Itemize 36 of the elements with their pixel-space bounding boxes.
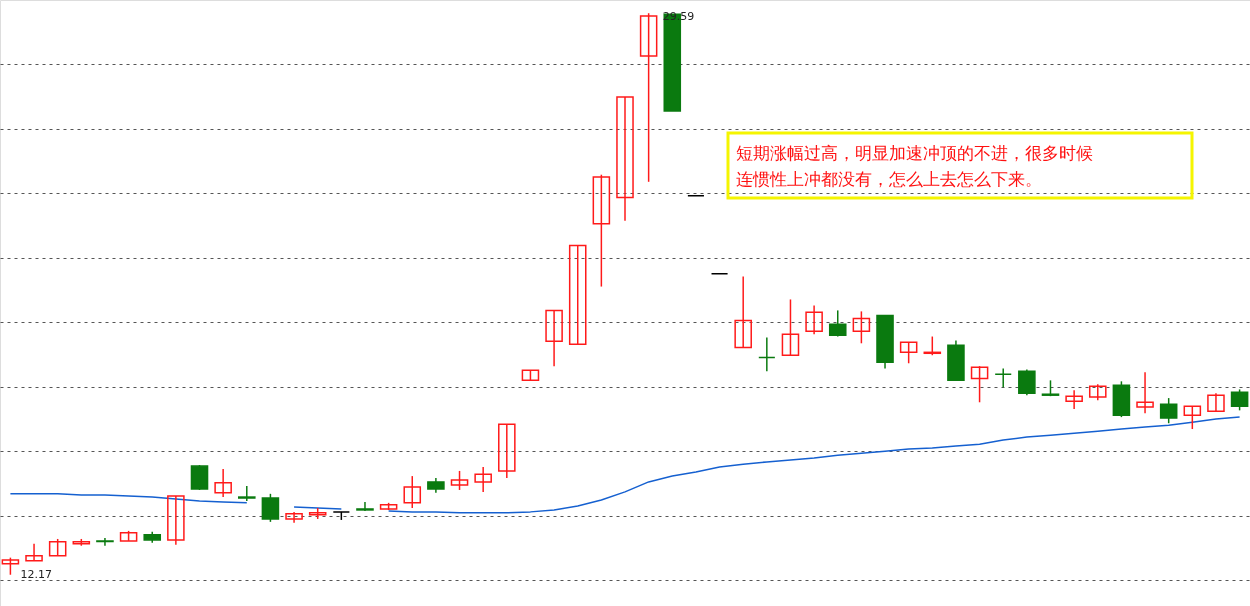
candlestick [970, 365, 989, 404]
candlestick [545, 309, 563, 367]
candlestick [639, 12, 658, 183]
annotation: 短期涨幅过高，明显加速冲顶的不进，很多时候连惯性上冲都没有，怎么上去怎么下来。 [736, 143, 1093, 189]
candlestick [805, 304, 823, 336]
candlestick [403, 475, 422, 509]
candlestick [899, 341, 918, 365]
candlestick [498, 423, 516, 479]
candlestick [25, 543, 43, 562]
candlestick [1207, 392, 1225, 413]
candlestick [261, 493, 280, 523]
candlestick [828, 309, 847, 338]
candlestick [1136, 371, 1154, 414]
candlestick [852, 310, 871, 345]
candlestick [96, 537, 114, 547]
candlestick [568, 244, 587, 346]
candlestick [758, 336, 776, 373]
candlestick [474, 466, 492, 493]
candlestick [167, 495, 185, 546]
candlestick [592, 173, 611, 288]
candlestick [923, 335, 942, 356]
candlestick [1065, 389, 1083, 410]
candlestick [1018, 368, 1036, 396]
candlestick [1159, 397, 1178, 424]
candlestick [190, 464, 209, 491]
candlestick [994, 367, 1012, 388]
candlestick [238, 485, 256, 502]
candlestick [1183, 405, 1202, 430]
candlestick [616, 96, 634, 222]
candlestick [1230, 388, 1249, 412]
candlestick [734, 275, 752, 349]
candlestick [781, 298, 800, 356]
candlestick [450, 470, 469, 491]
annotation: 12.17 [20, 567, 52, 581]
candlestick [214, 468, 232, 498]
candlestick [1088, 383, 1107, 402]
